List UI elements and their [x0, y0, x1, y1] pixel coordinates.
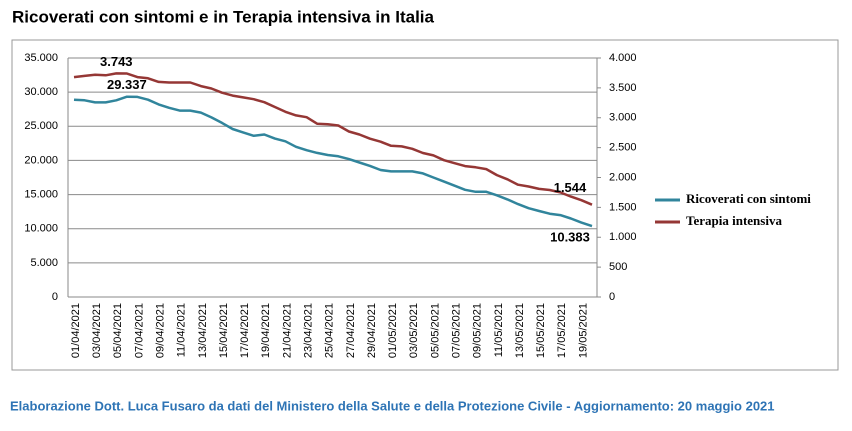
x-tick-label: 21/04/2021 [281, 303, 293, 358]
x-tick-label: 11/04/2021 [176, 303, 188, 357]
y2-tick-label: 3.000 [609, 112, 637, 124]
y-tick-label: 10.000 [24, 223, 58, 235]
y-tick-label: 35.000 [24, 52, 58, 64]
x-tick-label: 19/04/2021 [260, 303, 272, 358]
x-tick-label: 07/05/2021 [450, 303, 462, 358]
y-tick-label: 0 [52, 291, 58, 303]
data-label: 1.544 [554, 180, 587, 195]
legend-label: Terapia intensiva [686, 213, 782, 228]
x-tick-label: 19/05/2021 [577, 303, 589, 358]
x-tick-label: 01/04/2021 [70, 303, 82, 358]
x-tick-label: 17/04/2021 [239, 303, 251, 358]
x-tick-label: 11/05/2021 [493, 303, 505, 357]
y2-tick-label: 2.500 [609, 142, 637, 154]
y2-tick-label: 0 [609, 291, 615, 303]
x-tick-label: 25/04/2021 [324, 303, 336, 358]
data-label: 10.383 [550, 230, 590, 245]
y2-tick-label: 2.000 [609, 171, 637, 183]
x-tick-label: 15/05/2021 [535, 303, 547, 358]
legend-label: Ricoverati con sintomi [686, 191, 811, 206]
y-tick-label: 25.000 [24, 120, 58, 132]
series-line [73, 95, 593, 228]
y2-tick-label: 3.500 [609, 82, 637, 94]
x-tick-label: 09/05/2021 [472, 303, 484, 358]
y2-tick-label: 1.000 [609, 231, 637, 243]
x-tick-label: 09/04/2021 [154, 303, 166, 358]
x-tick-label: 05/05/2021 [429, 303, 441, 358]
x-tick-label: 17/05/2021 [556, 303, 568, 358]
x-tick-label: 01/05/2021 [387, 303, 399, 358]
x-tick-label: 03/04/2021 [91, 303, 103, 358]
chart-title: Ricoverati con sintomi e in Terapia inte… [12, 7, 435, 26]
y-tick-label: 5.000 [30, 257, 58, 269]
series-line [73, 72, 593, 206]
x-tick-label: 29/04/2021 [366, 303, 378, 358]
x-tick-label: 15/04/2021 [218, 303, 230, 358]
y2-tick-label: 4.000 [609, 52, 637, 64]
y2-tick-label: 500 [609, 261, 627, 273]
data-label: 29.337 [107, 77, 147, 92]
y-tick-label: 30.000 [24, 86, 58, 98]
x-tick-label: 05/04/2021 [112, 303, 124, 358]
y2-tick-label: 1.500 [609, 201, 637, 213]
y-tick-label: 15.000 [24, 188, 58, 200]
x-tick-label: 03/05/2021 [408, 303, 420, 358]
x-tick-label: 27/04/2021 [345, 303, 357, 358]
y-tick-label: 20.000 [24, 154, 58, 166]
x-tick-label: 23/04/2021 [302, 303, 314, 358]
chart-frame [11, 39, 839, 371]
x-tick-label: 13/04/2021 [197, 303, 209, 358]
source-note: Elaborazione Dott. Luca Fusaro da dati d… [10, 398, 775, 413]
x-tick-label: 07/04/2021 [133, 303, 145, 358]
data-label: 3.743 [100, 54, 133, 69]
x-tick-label: 13/05/2021 [514, 303, 526, 358]
